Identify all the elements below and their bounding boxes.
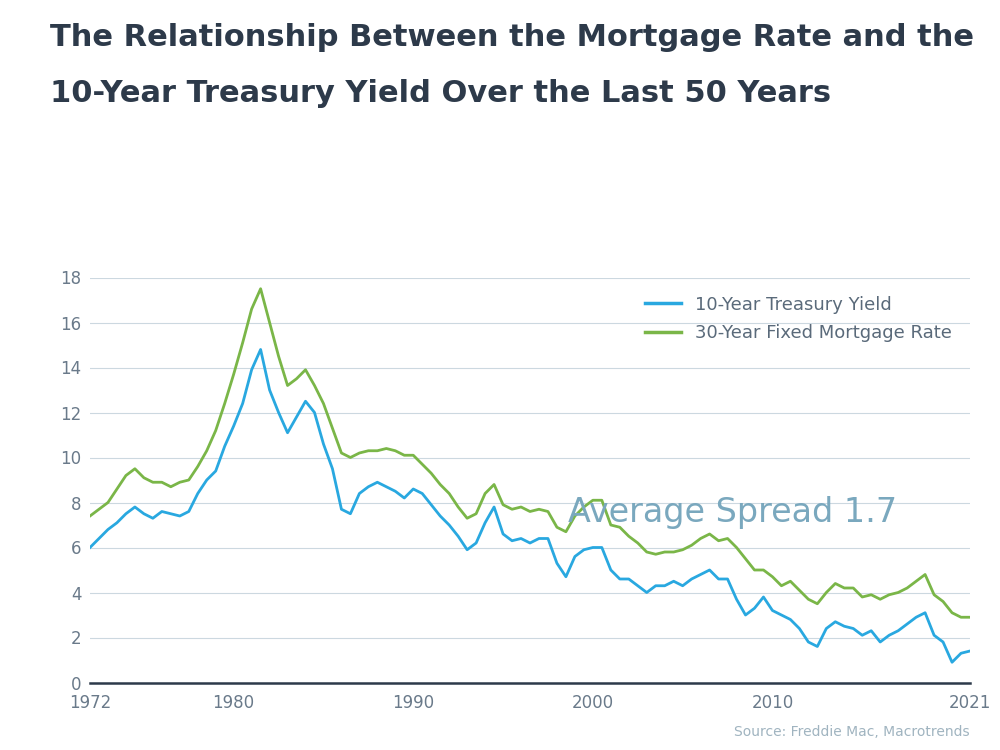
Text: 10-Year Treasury Yield Over the Last 50 Years: 10-Year Treasury Yield Over the Last 50 …	[50, 79, 831, 108]
Text: The Relationship Between the Mortgage Rate and the: The Relationship Between the Mortgage Ra…	[50, 22, 974, 52]
Text: Source: Freddie Mac, Macrotrends: Source: Freddie Mac, Macrotrends	[734, 724, 970, 739]
Text: Average Spread 1.7: Average Spread 1.7	[568, 496, 897, 529]
Legend: 10-Year Treasury Yield, 30-Year Fixed Mortgage Rate: 10-Year Treasury Yield, 30-Year Fixed Mo…	[635, 286, 961, 352]
